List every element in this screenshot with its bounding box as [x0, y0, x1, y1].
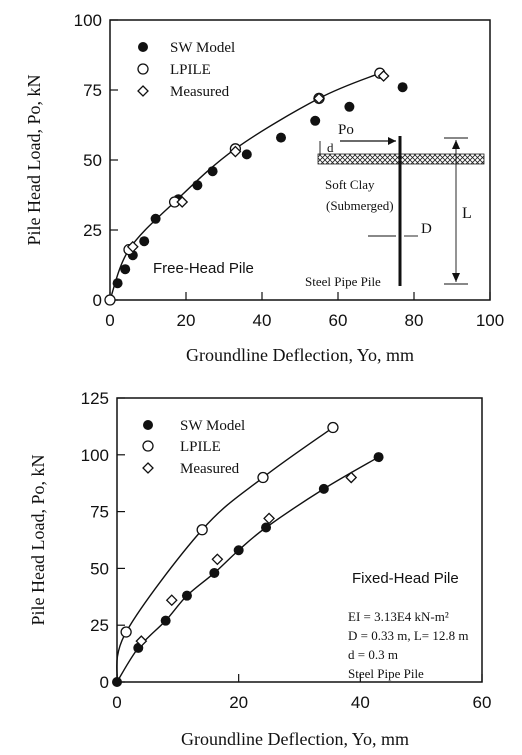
- c1-ytick-label: 50: [83, 151, 102, 170]
- diagram-po-label: Po: [338, 122, 354, 138]
- c1-ytick-label: 100: [74, 11, 102, 30]
- c2-point-measured: [263, 512, 276, 525]
- c1-point-measured: [176, 196, 189, 208]
- chart1-x-axis-label: Groundline Deflection, Yo, mm: [186, 345, 414, 365]
- diagram-d-label: d: [327, 140, 334, 155]
- pile-diagram: Po d Soft Clay (Submerged) D L Steel Pip…: [305, 122, 485, 289]
- c1-point-measured: [313, 92, 325, 105]
- c1-xtick-label: 0: [105, 311, 114, 330]
- c2-xtick-label: 60: [473, 693, 492, 712]
- c1-point-sw-model: [192, 180, 203, 191]
- c2-point-sw-model: [112, 677, 122, 687]
- c1-point-sw-model: [344, 101, 355, 112]
- chart2-legend-sw-marker: [143, 420, 153, 430]
- c1-ytick-label: 75: [83, 81, 102, 100]
- c2-ytick-label: 25: [90, 616, 109, 635]
- c2-point-sw-model: [261, 522, 272, 533]
- c1-point-sw-model: [112, 278, 123, 289]
- c1-xtick-label: 80: [405, 311, 424, 330]
- chart1-legend-sw-marker: [138, 42, 148, 52]
- c2-point-lpile: [196, 524, 208, 536]
- c2-point-sw-model: [209, 567, 220, 578]
- L-arrow-top: [452, 140, 460, 149]
- c2-xtick-label: 40: [351, 693, 370, 712]
- c2-point-measured: [345, 471, 358, 484]
- diagram-L-label: L: [462, 205, 472, 222]
- c2-ytick-label: 50: [90, 559, 109, 578]
- c2-point-measured: [165, 594, 178, 607]
- chart2-frame: [116, 397, 483, 683]
- c1-ytick-label: 25: [83, 221, 102, 240]
- c2-ytick-label: 100: [81, 446, 109, 465]
- c2-point-lpile: [327, 421, 339, 434]
- c1-point-sw-model: [310, 115, 321, 126]
- L-arrow-bottom: [452, 273, 460, 282]
- c1-ytick-label: 0: [93, 291, 102, 310]
- chart2-legend: SW Model LPILE Measured: [142, 418, 245, 477]
- chart1-legend-measured: Measured: [170, 84, 230, 100]
- chart2-legend-sw: SW Model: [180, 418, 245, 434]
- info-d: d = 0.3 m: [348, 647, 398, 662]
- c2-point-sw-model: [233, 545, 244, 556]
- c1-point-measured: [377, 70, 390, 82]
- c2-xtick-label: 20: [229, 693, 248, 712]
- chart1-legend-lpile: LPILE: [170, 62, 211, 78]
- info-dimensions: D = 0.33 m, L= 12.8 m: [348, 628, 468, 643]
- c2-ytick-label: 125: [81, 389, 109, 408]
- chart2-y-axis-label: Pile Head Load, Po, kN: [28, 455, 48, 626]
- c2-ytick-label: 0: [100, 673, 109, 692]
- c2-point-measured: [211, 553, 224, 566]
- chart2-legend-measured-marker: [142, 462, 154, 474]
- c1-point-sw-model: [241, 149, 252, 160]
- diagram-D-label: D: [421, 221, 432, 237]
- chart2-sw-model-curve: [116, 456, 379, 683]
- c1-point-measured: [126, 240, 139, 253]
- c2-point-measured: [135, 635, 148, 648]
- c1-point-sw-model: [397, 82, 408, 93]
- info-pile-type: Steel Pipe Pile: [348, 666, 424, 681]
- chart2-legend-lpile: LPILE: [180, 439, 221, 455]
- chart2-legend-lpile-marker: [142, 440, 154, 452]
- c2-point-sw-model: [160, 615, 171, 626]
- c1-point-sw-model: [150, 213, 161, 224]
- c1-xtick-label: 100: [476, 311, 504, 330]
- c1-xtick-label: 60: [329, 311, 348, 330]
- chart1-y-axis-label: Pile Head Load, Po, kN: [24, 75, 44, 246]
- c2-point-lpile: [120, 626, 132, 638]
- diagram-soil-label: Soft Clay: [325, 177, 375, 192]
- chart2-info-box: EI = 3.13E4 kN-m² D = 0.33 m, L= 12.8 m …: [348, 609, 468, 681]
- c1-point-measured: [229, 145, 242, 158]
- fixed-head-chart: 0 25 50 75 100 125 0 20 40 60 Pile Head Load, Po…: [28, 389, 491, 749]
- c1-point-sw-model: [207, 166, 218, 177]
- c1-xtick-label: 40: [253, 311, 272, 330]
- chart1-legend-measured-marker: [137, 85, 149, 97]
- c2-point-lpile: [257, 471, 269, 484]
- c2-point-sw-model: [181, 590, 192, 601]
- chart2-x-axis-label: Groundline Deflection, Yo, mm: [181, 729, 409, 749]
- chart1-legend: SW Model LPILE Measured: [137, 40, 235, 100]
- c2-point-sw-model: [318, 483, 329, 494]
- chart1-annotation: Free-Head Pile: [153, 260, 254, 277]
- diagram-soil-sub-label: (Submerged): [326, 198, 394, 213]
- c1-xtick-label: 20: [177, 311, 196, 330]
- chart2-legend-measured: Measured: [180, 461, 240, 477]
- chart1-legend-lpile-marker: [137, 63, 149, 75]
- c2-xtick-label: 0: [112, 693, 121, 712]
- c2-point-sw-model: [373, 452, 384, 463]
- c1-point-sw-model: [139, 236, 150, 247]
- c1-point-sw-model: [276, 132, 286, 143]
- free-head-chart: 0 25 50 75 100 0 20 40 60 80 100 Pile Head Load, …: [24, 11, 504, 365]
- chart1-legend-sw: SW Model: [170, 40, 235, 56]
- c1-point-sw-model: [120, 264, 131, 275]
- chart2-annotation: Fixed-Head Pile: [352, 570, 459, 587]
- load-arrow-head: [388, 137, 396, 145]
- c2-ytick-label: 75: [90, 503, 109, 522]
- c1-point-lpile: [104, 294, 116, 306]
- diagram-pile-label: Steel Pipe Pile: [305, 274, 381, 289]
- info-ei: EI = 3.13E4 kN-m²: [348, 609, 449, 624]
